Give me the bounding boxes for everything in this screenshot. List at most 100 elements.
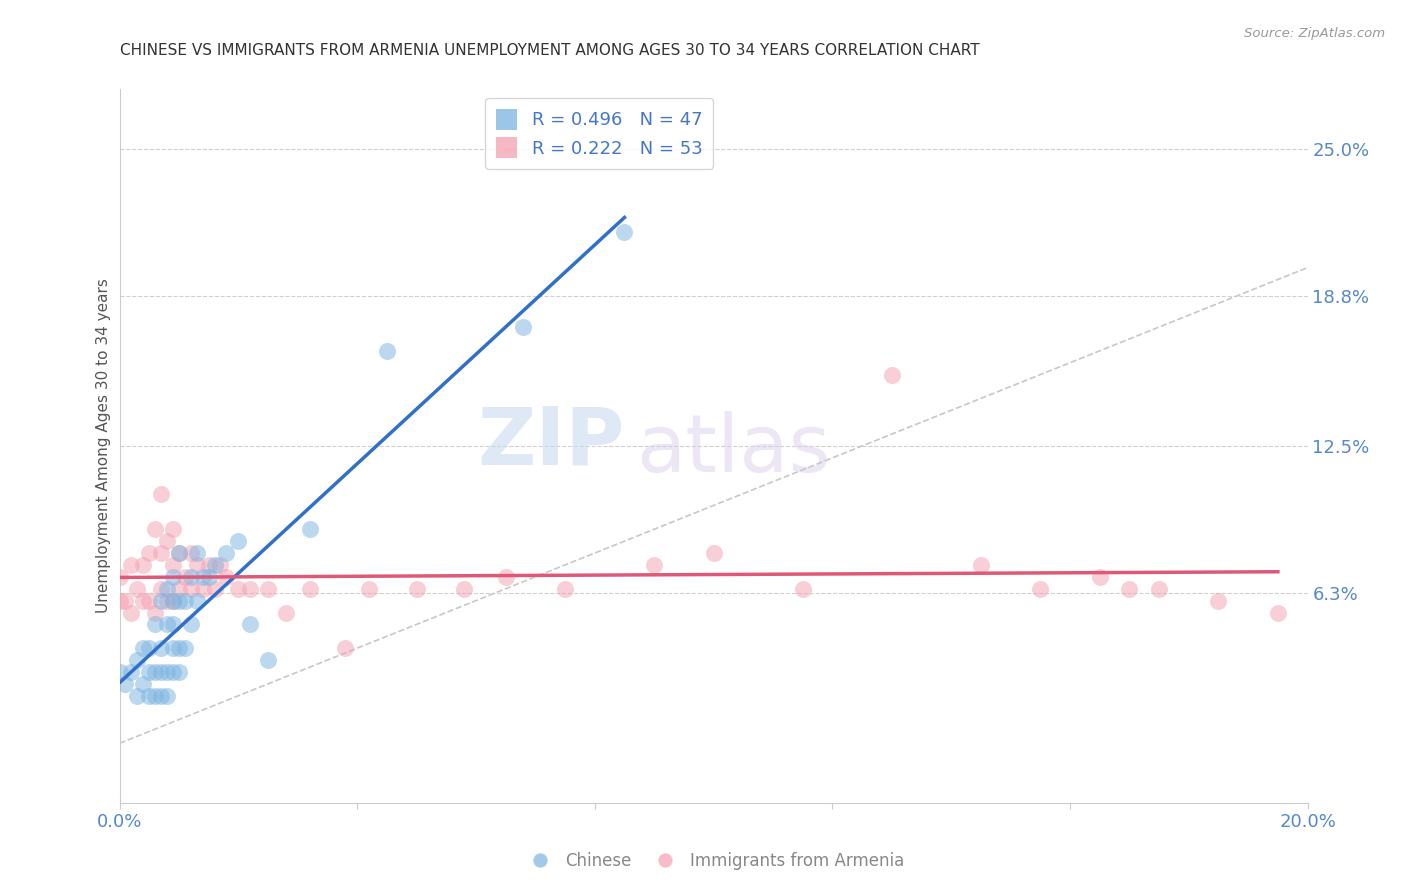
Point	[156, 665, 179, 679]
Point	[191, 570, 214, 584]
Point	[150, 486, 173, 500]
Point	[162, 593, 184, 607]
Point	[1118, 582, 1140, 596]
Point	[375, 343, 398, 358]
Point	[298, 522, 321, 536]
Point	[1088, 570, 1111, 584]
Point	[143, 522, 166, 536]
Point	[880, 368, 903, 382]
Point	[228, 534, 250, 549]
Point	[132, 677, 155, 691]
Point	[180, 617, 202, 632]
Point	[150, 546, 173, 560]
Point	[643, 558, 665, 572]
Point	[150, 641, 173, 656]
Text: Source: ZipAtlas.com: Source: ZipAtlas.com	[1244, 27, 1385, 40]
Point	[1267, 606, 1289, 620]
Point	[191, 582, 214, 596]
Point	[173, 570, 195, 584]
Point	[162, 593, 184, 607]
Point	[204, 558, 226, 572]
Point	[114, 593, 136, 607]
Point	[156, 689, 179, 703]
Point	[132, 593, 155, 607]
Point	[180, 570, 202, 584]
Point	[167, 641, 190, 656]
Point	[1208, 593, 1230, 607]
Point	[257, 582, 280, 596]
Point	[186, 546, 208, 560]
Point	[197, 570, 219, 584]
Point	[132, 641, 155, 656]
Point	[143, 617, 166, 632]
Text: CHINESE VS IMMIGRANTS FROM ARMENIA UNEMPLOYMENT AMONG AGES 30 TO 34 YEARS CORREL: CHINESE VS IMMIGRANTS FROM ARMENIA UNEMP…	[120, 43, 979, 58]
Point	[298, 582, 321, 596]
Point	[792, 582, 814, 596]
Point	[495, 570, 517, 584]
Point	[180, 546, 202, 560]
Point	[143, 606, 166, 620]
Point	[108, 593, 131, 607]
Point	[257, 653, 280, 667]
Point	[228, 582, 250, 596]
Point	[357, 582, 380, 596]
Point	[162, 522, 184, 536]
Point	[215, 546, 238, 560]
Point	[143, 665, 166, 679]
Point	[239, 582, 262, 596]
Point	[335, 641, 357, 656]
Point	[554, 582, 576, 596]
Point	[156, 617, 179, 632]
Point	[186, 558, 208, 572]
Point	[132, 558, 155, 572]
Point	[180, 582, 202, 596]
Point	[215, 570, 238, 584]
Point	[138, 546, 160, 560]
Y-axis label: Unemployment Among Ages 30 to 34 years: Unemployment Among Ages 30 to 34 years	[96, 278, 111, 614]
Point	[453, 582, 475, 596]
Text: atlas: atlas	[637, 410, 831, 489]
Point	[162, 570, 184, 584]
Point	[167, 593, 190, 607]
Point	[1029, 582, 1052, 596]
Point	[167, 665, 190, 679]
Point	[209, 558, 232, 572]
Point	[150, 665, 173, 679]
Point	[138, 641, 160, 656]
Point	[197, 558, 219, 572]
Point	[156, 593, 179, 607]
Point	[167, 546, 190, 560]
Point	[167, 582, 190, 596]
Point	[120, 558, 142, 572]
Point	[173, 641, 195, 656]
Point	[274, 606, 297, 620]
Point	[162, 665, 184, 679]
Point	[120, 665, 142, 679]
Legend: Chinese, Immigrants from Armenia: Chinese, Immigrants from Armenia	[516, 846, 911, 877]
Point	[702, 546, 725, 560]
Point	[150, 582, 173, 596]
Point	[173, 593, 195, 607]
Point	[162, 558, 184, 572]
Point	[127, 689, 149, 703]
Point	[186, 593, 208, 607]
Point	[970, 558, 993, 572]
Point	[162, 641, 184, 656]
Point	[239, 617, 262, 632]
Point	[613, 225, 636, 239]
Point	[512, 320, 534, 334]
Text: ZIP: ZIP	[477, 403, 624, 482]
Point	[127, 653, 149, 667]
Point	[1147, 582, 1170, 596]
Point	[204, 582, 226, 596]
Point	[156, 582, 179, 596]
Point	[120, 606, 142, 620]
Point	[150, 689, 173, 703]
Point	[162, 617, 184, 632]
Point	[127, 582, 149, 596]
Point	[138, 689, 160, 703]
Point	[114, 677, 136, 691]
Point	[138, 593, 160, 607]
Point	[150, 593, 173, 607]
Point	[143, 689, 166, 703]
